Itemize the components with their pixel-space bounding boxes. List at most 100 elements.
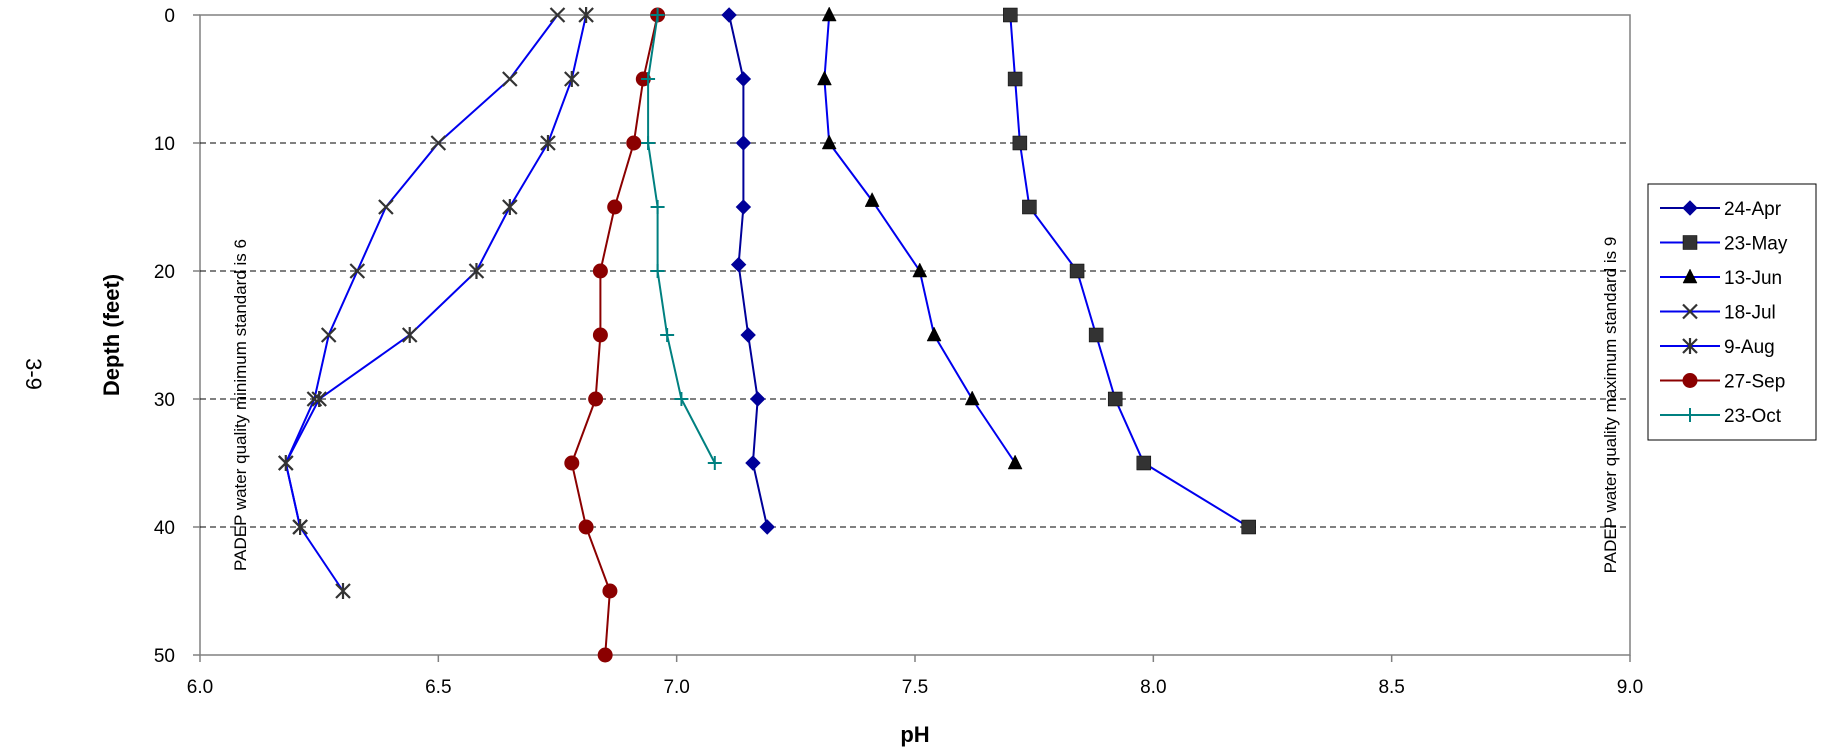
data-point-18-Jul: [430, 135, 447, 151]
legend-item-18-Jul: 18-Jul: [1660, 303, 1776, 324]
data-point-18-Jul: [320, 327, 337, 343]
data-point-27-Sep: [592, 263, 608, 279]
data-point-9-Aug: [278, 455, 294, 471]
y-tick-label: 50: [154, 646, 175, 667]
data-point-23-May: [1022, 199, 1037, 215]
data-point-9-Aug: [540, 135, 556, 151]
x-tick-label: 8.5: [1378, 677, 1404, 698]
series-13-Jun: [817, 6, 1023, 470]
data-point-27-Sep: [626, 135, 642, 151]
plot-area: [199, 14, 1631, 656]
data-point-23-Oct: [660, 328, 675, 342]
series-line-23-Oct: [647, 14, 716, 464]
x-tick-label: 8.0: [1140, 677, 1166, 698]
data-point-13-Jun: [926, 326, 942, 342]
data-point-24-Apr: [735, 135, 752, 151]
data-point-24-Apr: [730, 256, 747, 273]
data-point-18-Jul: [502, 71, 518, 87]
data-point-24-Apr: [745, 455, 761, 471]
data-point-27-Sep: [602, 583, 618, 599]
y-tick-label: 20: [154, 262, 175, 283]
legend-marker: [1682, 200, 1698, 216]
x-tick-label: 7.5: [902, 677, 928, 698]
data-point-27-Sep: [564, 455, 580, 471]
data-point-13-Jun: [817, 70, 832, 86]
data-point-24-Apr: [749, 391, 766, 407]
y-axis-title: Depth (feet): [99, 274, 124, 396]
legend-label: 24-Apr: [1724, 199, 1782, 220]
legend-item-27-Sep: 27-Sep: [1660, 372, 1785, 393]
series-line-9-Aug: [284, 14, 588, 592]
legend-marker: [1682, 303, 1698, 320]
series-27-Sep: [564, 7, 666, 663]
y-tick-label: 30: [154, 390, 175, 411]
x-axis-ticks: 6.0 6.5 7.0 7.5 8.0 8.5 9.0: [187, 655, 1643, 698]
page-number: 3-9: [21, 358, 46, 390]
data-point-24-Apr: [759, 519, 775, 535]
x-tick-label: 6.0: [187, 677, 213, 698]
data-point-23-May: [1088, 327, 1104, 343]
x-tick-label: 9.0: [1617, 677, 1643, 698]
data-point-9-Aug: [502, 199, 518, 215]
data-point-23-Oct: [707, 456, 722, 470]
min-standard-annotation: PADEP water quality minimum standard is …: [231, 239, 250, 571]
x-axis-title: pH: [900, 722, 929, 747]
data-point-27-Sep: [607, 199, 623, 215]
legend-label: 23-May: [1724, 234, 1788, 255]
data-point-13-Jun: [821, 134, 837, 150]
data-point-27-Sep: [597, 647, 613, 663]
data-point-23-Oct: [641, 136, 656, 150]
legend-marker: [1682, 338, 1698, 354]
data-point-18-Jul: [378, 199, 394, 215]
data-point-13-Jun: [864, 192, 880, 207]
legend-marker: [1682, 268, 1698, 284]
data-point-23-Oct: [674, 392, 689, 406]
data-point-9-Aug: [564, 71, 580, 87]
legend-item-23-May: 23-May: [1660, 234, 1788, 255]
data-point-9-Aug: [578, 7, 594, 23]
series-line-13-Jun: [823, 14, 1016, 464]
data-point-23-May: [1003, 7, 1018, 23]
legend-item-24-Apr: 24-Apr: [1660, 199, 1782, 220]
legend-item-23-Oct: 23-Oct: [1660, 406, 1782, 427]
data-point-27-Sep: [578, 519, 594, 535]
data-point-24-Apr: [735, 71, 752, 87]
data-point-13-Jun: [821, 6, 837, 22]
legend-marker: [1683, 408, 1697, 422]
legend-item-9-Aug: 9-Aug: [1660, 337, 1775, 358]
x-tick-label: 6.5: [425, 677, 451, 698]
data-point-9-Aug: [311, 391, 327, 407]
series-24-Apr: [721, 7, 775, 535]
data-point-23-Oct: [641, 72, 656, 86]
data-point-24-Apr: [735, 199, 752, 215]
data-point-27-Sep: [592, 327, 608, 343]
max-standard-annotation: PADEP water quality maximum standard is …: [1601, 237, 1620, 574]
legend-label: 9-Aug: [1724, 337, 1775, 358]
data-point-23-Oct: [650, 200, 665, 214]
y-tick-label: 10: [154, 134, 175, 155]
data-point-18-Jul: [549, 7, 566, 23]
data-point-23-May: [1007, 71, 1023, 87]
y-tick-label: 0: [164, 6, 175, 27]
series-23-Oct: [641, 8, 722, 470]
data-point-13-Jun: [964, 390, 980, 406]
data-point-9-Aug: [468, 263, 485, 279]
data-point-27-Sep: [588, 391, 604, 407]
data-point-23-May: [1012, 135, 1028, 151]
legend-marker: [1682, 373, 1698, 388]
x-tick-label: 7.0: [663, 677, 689, 698]
data-point-23-Oct: [650, 8, 665, 22]
data-point-23-Oct: [650, 264, 665, 278]
y-tick-label: 40: [154, 518, 175, 539]
data-point-24-Apr: [721, 7, 737, 23]
legend-item-13-Jun: 13-Jun: [1660, 268, 1782, 289]
series-9-Aug: [278, 7, 594, 599]
data-point-13-Jun: [912, 262, 928, 278]
data-point-18-Jul: [349, 263, 366, 279]
legend-label: 18-Jul: [1724, 303, 1776, 324]
data-point-23-May: [1069, 263, 1085, 279]
data-point-9-Aug: [401, 327, 418, 343]
legend-marker: [1682, 235, 1698, 250]
data-point-24-Apr: [740, 327, 756, 343]
